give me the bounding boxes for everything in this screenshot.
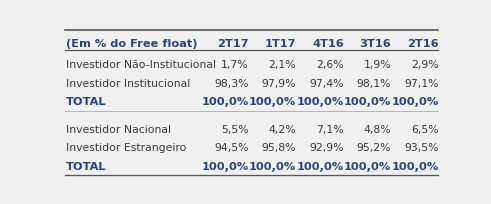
Text: 100,0%: 100,0% bbox=[297, 161, 344, 171]
Text: 7,1%: 7,1% bbox=[316, 124, 344, 134]
Text: 3T16: 3T16 bbox=[359, 39, 391, 48]
Text: 1,7%: 1,7% bbox=[221, 60, 248, 70]
Text: 4,8%: 4,8% bbox=[364, 124, 391, 134]
Text: (Em % do Free float): (Em % do Free float) bbox=[66, 39, 197, 48]
Text: 100,0%: 100,0% bbox=[249, 97, 296, 107]
Text: 100,0%: 100,0% bbox=[392, 161, 439, 171]
Text: 5,5%: 5,5% bbox=[221, 124, 248, 134]
Text: 93,5%: 93,5% bbox=[405, 143, 439, 153]
Text: 94,5%: 94,5% bbox=[214, 143, 248, 153]
Text: Investidor Institucional: Investidor Institucional bbox=[66, 78, 190, 88]
Text: 100,0%: 100,0% bbox=[201, 161, 248, 171]
Text: Investidor Estrangeiro: Investidor Estrangeiro bbox=[66, 143, 186, 153]
Text: 97,1%: 97,1% bbox=[405, 78, 439, 88]
Text: Investidor Nacional: Investidor Nacional bbox=[66, 124, 171, 134]
Text: TOTAL: TOTAL bbox=[66, 97, 107, 107]
Text: 100,0%: 100,0% bbox=[249, 161, 296, 171]
Text: 95,8%: 95,8% bbox=[262, 143, 296, 153]
Text: 97,9%: 97,9% bbox=[262, 78, 296, 88]
Text: TOTAL: TOTAL bbox=[66, 161, 107, 171]
Text: 100,0%: 100,0% bbox=[201, 97, 248, 107]
Text: 1,9%: 1,9% bbox=[364, 60, 391, 70]
Text: 2,6%: 2,6% bbox=[316, 60, 344, 70]
Text: 95,2%: 95,2% bbox=[357, 143, 391, 153]
Text: 4T16: 4T16 bbox=[312, 39, 344, 48]
Text: 97,4%: 97,4% bbox=[309, 78, 344, 88]
Text: Investidor Não-Institucional: Investidor Não-Institucional bbox=[66, 60, 216, 70]
Text: 100,0%: 100,0% bbox=[344, 97, 391, 107]
Text: 100,0%: 100,0% bbox=[297, 97, 344, 107]
Text: 2,9%: 2,9% bbox=[411, 60, 439, 70]
Text: 6,5%: 6,5% bbox=[411, 124, 439, 134]
Text: 100,0%: 100,0% bbox=[392, 97, 439, 107]
Text: 2T16: 2T16 bbox=[407, 39, 439, 48]
Text: 2T17: 2T17 bbox=[217, 39, 248, 48]
Text: 4,2%: 4,2% bbox=[269, 124, 296, 134]
Text: 1T17: 1T17 bbox=[265, 39, 296, 48]
Text: 2,1%: 2,1% bbox=[269, 60, 296, 70]
Text: 98,3%: 98,3% bbox=[214, 78, 248, 88]
Text: 92,9%: 92,9% bbox=[309, 143, 344, 153]
Text: 100,0%: 100,0% bbox=[344, 161, 391, 171]
Text: 98,1%: 98,1% bbox=[357, 78, 391, 88]
